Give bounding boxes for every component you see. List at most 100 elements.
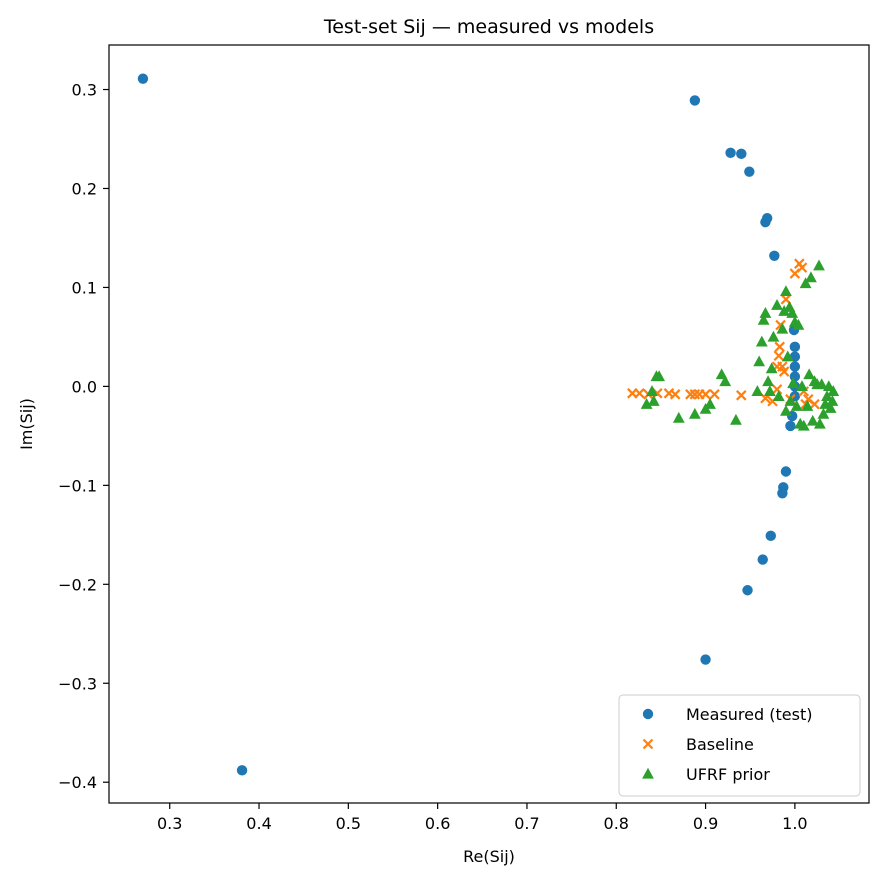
measured-point: [789, 341, 801, 353]
measured-point: [689, 95, 701, 106]
x-tick-label: 0.7: [514, 814, 539, 833]
legend: Measured (test) Baseline UFRF prior: [618, 694, 861, 797]
baseline-point: [736, 390, 747, 401]
y-axis-label: Im(Sij): [17, 398, 36, 450]
ufrf-point: [815, 378, 828, 390]
y-tick-label: −0.1: [58, 476, 97, 495]
ufrf-point: [817, 407, 830, 419]
y-tick-label: 0.3: [72, 81, 97, 100]
x-tick-label: 0.8: [604, 814, 629, 833]
legend-label: UFRF prior: [686, 765, 770, 784]
ufrf-point: [647, 395, 660, 406]
ufrf-point: [787, 377, 799, 389]
measured-point: [700, 654, 711, 665]
legend-marker: [642, 738, 654, 750]
ufrf-point: [763, 385, 776, 396]
measured-point: [725, 147, 736, 159]
measured-point: [769, 250, 780, 261]
x-axis-label: Re(Sij): [463, 847, 515, 866]
measured-point: [780, 466, 792, 477]
ufrf-point: [672, 411, 685, 423]
ufrf-point: [805, 271, 817, 283]
ufrf-point: [762, 375, 774, 387]
ufrf-point: [646, 385, 658, 396]
measured-point: [236, 765, 248, 776]
y-tick-label: −0.4: [58, 773, 97, 792]
measured-point: [736, 148, 747, 160]
ufrf-point: [778, 304, 791, 316]
ufrf-point: [688, 407, 701, 419]
y-tick-label: 0.1: [72, 278, 97, 297]
ufrf-point: [776, 322, 789, 334]
legend-marker: [642, 708, 654, 720]
x-tick-label: 1.0: [782, 814, 807, 833]
ufrf-point: [772, 390, 785, 401]
chart-title: Test-set Sij — measured vs models: [323, 16, 654, 38]
baseline-point: [709, 389, 720, 400]
ufrf-point: [819, 398, 832, 409]
ufrf-point: [753, 355, 766, 367]
ufrf-point: [780, 285, 792, 297]
x-tick-label: 0.6: [425, 814, 450, 833]
baseline-point: [778, 366, 790, 377]
ufrf-point: [799, 277, 812, 289]
data-marks: [137, 73, 840, 776]
plot-area-frame: [108, 44, 870, 804]
ufrf-point: [792, 318, 805, 330]
ufrf-point: [801, 399, 814, 411]
ufrf-point: [767, 330, 780, 342]
ufrf-point: [790, 399, 803, 411]
baseline-point: [700, 389, 711, 400]
legend-label: Measured (test): [686, 705, 812, 724]
ufrf-point: [780, 404, 792, 416]
measured-point: [137, 73, 149, 84]
ufrf-point: [797, 419, 810, 431]
legend-marker: [642, 767, 654, 779]
measured-point: [744, 166, 755, 177]
measured-point: [761, 212, 773, 224]
ufrf-point: [827, 385, 840, 396]
x-tick-label: 0.9: [693, 814, 718, 833]
y-tick-label: −0.2: [58, 575, 97, 594]
baseline-point: [634, 388, 645, 399]
x-tick-label: 0.5: [336, 814, 361, 833]
legend-item: UFRF prior: [642, 765, 770, 784]
legend-frame: [618, 694, 861, 797]
ufrf-point: [824, 401, 837, 413]
measured-point: [777, 488, 788, 499]
y-tick-label: −0.3: [58, 674, 97, 693]
ufrf-point: [813, 259, 825, 271]
ufrf-point: [781, 350, 794, 362]
measured-point: [742, 585, 753, 596]
measured-point: [789, 361, 801, 372]
x-tick-label: 0.3: [157, 814, 182, 833]
x-tick-label: 0.4: [246, 814, 271, 833]
ufrf-point: [704, 398, 716, 409]
measured-point: [765, 530, 776, 542]
x-axis-ticks: 0.3 0.4 0.5 0.6 0.7 0.8 0.9 1.0: [157, 803, 808, 833]
legend-item: Measured (test): [642, 705, 812, 724]
legend-item: Baseline: [642, 735, 754, 754]
ufrf-point: [796, 380, 808, 392]
ufrf-point: [771, 299, 783, 310]
ufrf-point: [730, 413, 742, 425]
baseline-point: [774, 341, 785, 353]
legend-label: Baseline: [686, 735, 754, 754]
ufrf-point: [755, 335, 768, 347]
ufrf-point: [786, 306, 799, 318]
baseline-point: [773, 350, 785, 361]
ufrf-point: [813, 417, 826, 429]
baseline-point: [669, 389, 681, 400]
baseline-point: [809, 398, 820, 410]
measured-point: [757, 554, 768, 565]
ufrf-point: [640, 398, 653, 409]
ufrf-point: [757, 313, 770, 325]
y-axis-ticks: 0.3 0.2 0.1 0.0 −0.1 −0.2 −0.3 −0.4: [58, 81, 109, 792]
ufrf-point: [759, 306, 772, 318]
measured-point: [785, 420, 796, 432]
y-tick-label: 0.2: [72, 179, 97, 198]
ufrf-point: [821, 390, 833, 401]
ufrf-point: [806, 414, 819, 426]
measured-point: [789, 371, 801, 382]
